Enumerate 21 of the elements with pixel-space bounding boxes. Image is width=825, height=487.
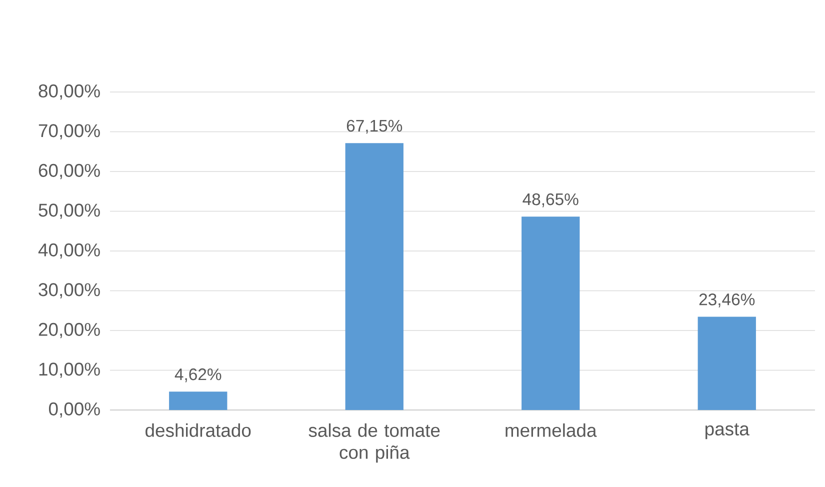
y-tick-label: 60,00%	[38, 164, 100, 180]
bar	[345, 143, 404, 410]
y-tick-label: 30,00%	[38, 283, 100, 298]
bar	[698, 316, 756, 410]
x-tick-label: deshidratado	[146, 423, 251, 437]
y-tick-label: 50,00%	[38, 204, 100, 219]
bar	[522, 216, 580, 410]
x-tick-label: pasta	[705, 423, 750, 440]
data-label: 48,65%	[522, 193, 578, 208]
data-label: 23,46%	[699, 294, 755, 308]
y-tick-label: 10,00%	[39, 362, 100, 378]
y-tick-label: 80,00%	[38, 84, 100, 100]
bar	[169, 392, 228, 410]
data-label: 67,15%	[346, 120, 402, 134]
y-tick-label: 70,00%	[38, 124, 100, 140]
y-tick-label: 40,00%	[38, 243, 100, 259]
y-tick-label: 0,00%	[48, 402, 100, 418]
data-label: 4,62%	[174, 368, 222, 382]
x-tick-label: mermelada	[506, 423, 597, 437]
x-tick-label: salsa de tomate con piña	[308, 423, 440, 463]
y-tick-label: 20,00%	[38, 322, 100, 338]
